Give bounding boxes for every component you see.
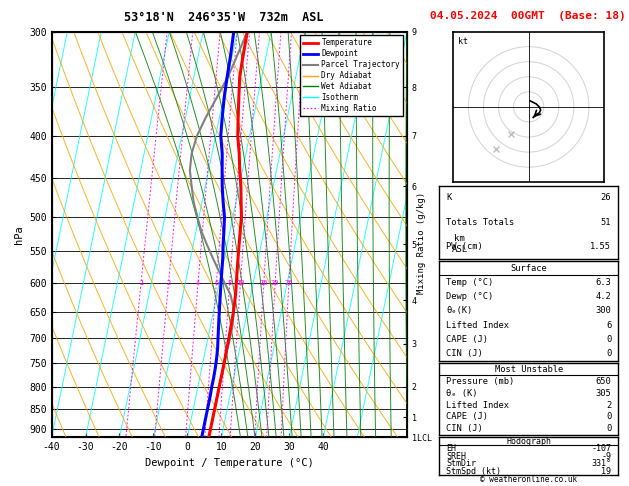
Text: Hodograph: Hodograph bbox=[506, 437, 551, 446]
Text: 26: 26 bbox=[601, 193, 611, 202]
Text: 8: 8 bbox=[228, 279, 232, 286]
Text: 4.2: 4.2 bbox=[596, 292, 611, 301]
Text: 0: 0 bbox=[606, 413, 611, 421]
Text: 04.05.2024  00GMT  (Base: 18): 04.05.2024 00GMT (Base: 18) bbox=[430, 11, 626, 21]
Text: StmSpd (kt): StmSpd (kt) bbox=[446, 467, 501, 476]
Text: EH: EH bbox=[446, 444, 456, 453]
Text: 2: 2 bbox=[606, 400, 611, 410]
Y-axis label: hPa: hPa bbox=[14, 225, 23, 244]
Text: 19: 19 bbox=[601, 467, 611, 476]
Text: 2: 2 bbox=[167, 279, 170, 286]
Text: 53°18'N  246°35'W  732m  ASL: 53°18'N 246°35'W 732m ASL bbox=[123, 11, 323, 24]
Text: 305: 305 bbox=[596, 388, 611, 398]
Text: SREH: SREH bbox=[446, 452, 466, 461]
Text: 6.3: 6.3 bbox=[596, 278, 611, 287]
Text: 0: 0 bbox=[606, 349, 611, 358]
Text: 0: 0 bbox=[606, 424, 611, 434]
Text: kt: kt bbox=[458, 36, 468, 46]
Text: CAPE (J): CAPE (J) bbox=[446, 413, 488, 421]
Text: 650: 650 bbox=[596, 377, 611, 385]
Y-axis label: km
ASL: km ASL bbox=[452, 235, 468, 254]
Text: -9: -9 bbox=[601, 452, 611, 461]
Text: 10: 10 bbox=[237, 279, 245, 286]
Text: 6: 6 bbox=[606, 321, 611, 330]
Text: 20: 20 bbox=[271, 279, 279, 286]
Text: Surface: Surface bbox=[510, 263, 547, 273]
Text: Most Unstable: Most Unstable bbox=[494, 364, 563, 374]
Text: 51: 51 bbox=[601, 218, 611, 226]
Text: Lifted Index: Lifted Index bbox=[446, 400, 509, 410]
Text: -107: -107 bbox=[591, 444, 611, 453]
Text: 0: 0 bbox=[606, 335, 611, 344]
Text: K: K bbox=[446, 193, 452, 202]
Text: PW (cm): PW (cm) bbox=[446, 242, 483, 251]
Text: 26: 26 bbox=[285, 279, 293, 286]
Text: Temp (°C): Temp (°C) bbox=[446, 278, 494, 287]
Text: 1: 1 bbox=[139, 279, 143, 286]
Text: 331°: 331° bbox=[591, 459, 611, 469]
Text: 16: 16 bbox=[260, 279, 268, 286]
Text: Lifted Index: Lifted Index bbox=[446, 321, 509, 330]
Text: Pressure (mb): Pressure (mb) bbox=[446, 377, 515, 385]
Text: 1.55: 1.55 bbox=[590, 242, 611, 251]
Text: CIN (J): CIN (J) bbox=[446, 349, 483, 358]
Text: StmDir: StmDir bbox=[446, 459, 476, 469]
Text: 6: 6 bbox=[214, 279, 218, 286]
Text: θₑ (K): θₑ (K) bbox=[446, 388, 477, 398]
Text: Mixing Ratio (g/kg): Mixing Ratio (g/kg) bbox=[417, 192, 426, 294]
Text: CAPE (J): CAPE (J) bbox=[446, 335, 488, 344]
Text: 300: 300 bbox=[596, 306, 611, 315]
Legend: Temperature, Dewpoint, Parcel Trajectory, Dry Adiabat, Wet Adiabat, Isotherm, Mi: Temperature, Dewpoint, Parcel Trajectory… bbox=[300, 35, 403, 116]
Text: θₑ(K): θₑ(K) bbox=[446, 306, 472, 315]
Text: © weatheronline.co.uk: © weatheronline.co.uk bbox=[480, 475, 577, 484]
Text: Totals Totals: Totals Totals bbox=[446, 218, 515, 226]
Text: Dewp (°C): Dewp (°C) bbox=[446, 292, 494, 301]
Text: 4: 4 bbox=[196, 279, 200, 286]
Text: CIN (J): CIN (J) bbox=[446, 424, 483, 434]
X-axis label: Dewpoint / Temperature (°C): Dewpoint / Temperature (°C) bbox=[145, 458, 314, 468]
